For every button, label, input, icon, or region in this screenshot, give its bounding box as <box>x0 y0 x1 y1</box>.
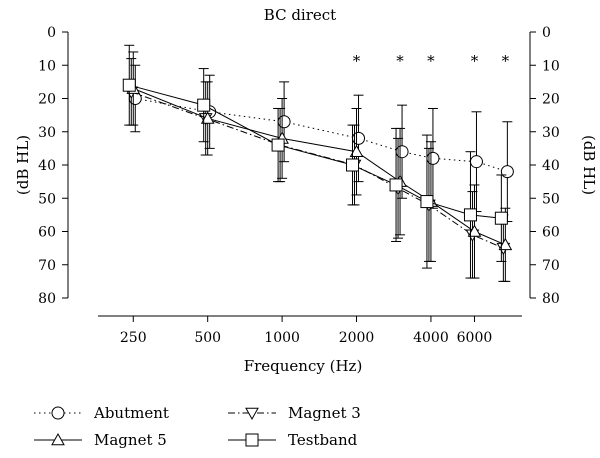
series-magnet-3 <box>124 58 511 282</box>
x-tick-label: 6000 <box>457 330 493 346</box>
x-tick-label: 1000 <box>264 330 300 346</box>
x-tick-label: 2000 <box>339 330 375 346</box>
y-tick-label-right: 80 <box>542 291 560 307</box>
series-line <box>135 98 508 173</box>
y-tick-label-right: 70 <box>542 258 560 274</box>
y-tick-label-left: 30 <box>38 125 56 141</box>
y-tick-label-left: 0 <box>47 25 56 41</box>
y-tick-label-left: 50 <box>38 191 56 207</box>
series-line <box>129 84 502 219</box>
y-tick-label-left: 70 <box>38 258 56 274</box>
y-tick-label-right: 50 <box>542 191 560 207</box>
triangle-up-marker <box>200 111 215 124</box>
significance-star: * <box>427 52 435 70</box>
axes: 0 0 10 10 20 20 30 30 40 40 50 50 60 60 70 70 80 80 250 500… <box>38 25 560 346</box>
y-tick-label-right: 0 <box>542 25 551 41</box>
x-tick-label: 4000 <box>413 330 449 346</box>
legend-label: Abutment <box>93 404 169 422</box>
circle-marker <box>469 155 483 169</box>
legend-item-magnet-5: Magnet 5 <box>34 431 167 449</box>
significance-star: * <box>502 52 510 70</box>
y-tick-label-left: 20 <box>38 92 56 108</box>
legend: Abutment Magnet 3 Magnet 5 Testband <box>34 404 361 449</box>
series-abutment <box>128 64 514 223</box>
legend-label: Magnet 3 <box>288 404 361 422</box>
x-axis-title: Frequency (Hz) <box>244 357 363 375</box>
significance-markers: * * * * * <box>353 52 510 70</box>
y-tick-label-right: 60 <box>542 225 560 241</box>
circle-marker <box>51 406 65 420</box>
x-tick-label: 500 <box>194 330 221 346</box>
circle-marker <box>500 165 514 179</box>
series-testband <box>122 44 508 279</box>
y-tick-label-left: 10 <box>38 58 56 74</box>
y-tick-label-right: 40 <box>542 158 560 174</box>
legend-item-testband: Testband <box>228 431 358 449</box>
square-marker <box>271 138 285 152</box>
y-tick-label-right: 30 <box>542 125 560 141</box>
y-tick-label-left: 40 <box>38 158 56 174</box>
square-marker <box>197 98 211 112</box>
square-marker <box>463 208 477 222</box>
series-line <box>133 88 506 246</box>
triangle-down-marker <box>245 407 259 421</box>
legend-label: Magnet 5 <box>94 431 167 449</box>
legend-item-magnet-3: Magnet 3 <box>228 404 361 422</box>
significance-star: * <box>396 52 404 70</box>
significance-star: * <box>353 52 361 70</box>
legend-item-abutment: Abutment <box>34 404 169 422</box>
square-marker <box>389 178 403 192</box>
y-axis-title-right: (dB HL) <box>580 135 598 195</box>
significance-star: * <box>471 52 479 70</box>
y-tick-label-right: 10 <box>542 58 560 74</box>
y-tick-label-right: 20 <box>542 92 560 108</box>
series-magnet-5 <box>126 51 513 282</box>
series-line <box>131 91 504 249</box>
triangle-up-marker <box>467 224 482 237</box>
chart-title: BC direct <box>264 6 336 24</box>
triangle-up-marker <box>51 432 65 446</box>
legend-label: Testband <box>288 431 358 449</box>
square-marker <box>420 195 434 209</box>
square-marker <box>245 433 259 447</box>
series-group <box>122 44 514 282</box>
y-axis-title-left: (dB HL) <box>14 135 32 195</box>
triangle-up-marker <box>498 237 513 251</box>
triangle-up-marker <box>349 144 364 157</box>
square-marker <box>122 78 136 92</box>
y-tick-label-left: 80 <box>38 291 56 307</box>
y-tick-label-left: 60 <box>38 225 56 241</box>
square-marker <box>494 211 508 225</box>
square-marker <box>346 158 360 172</box>
x-tick-label: 250 <box>120 330 147 346</box>
